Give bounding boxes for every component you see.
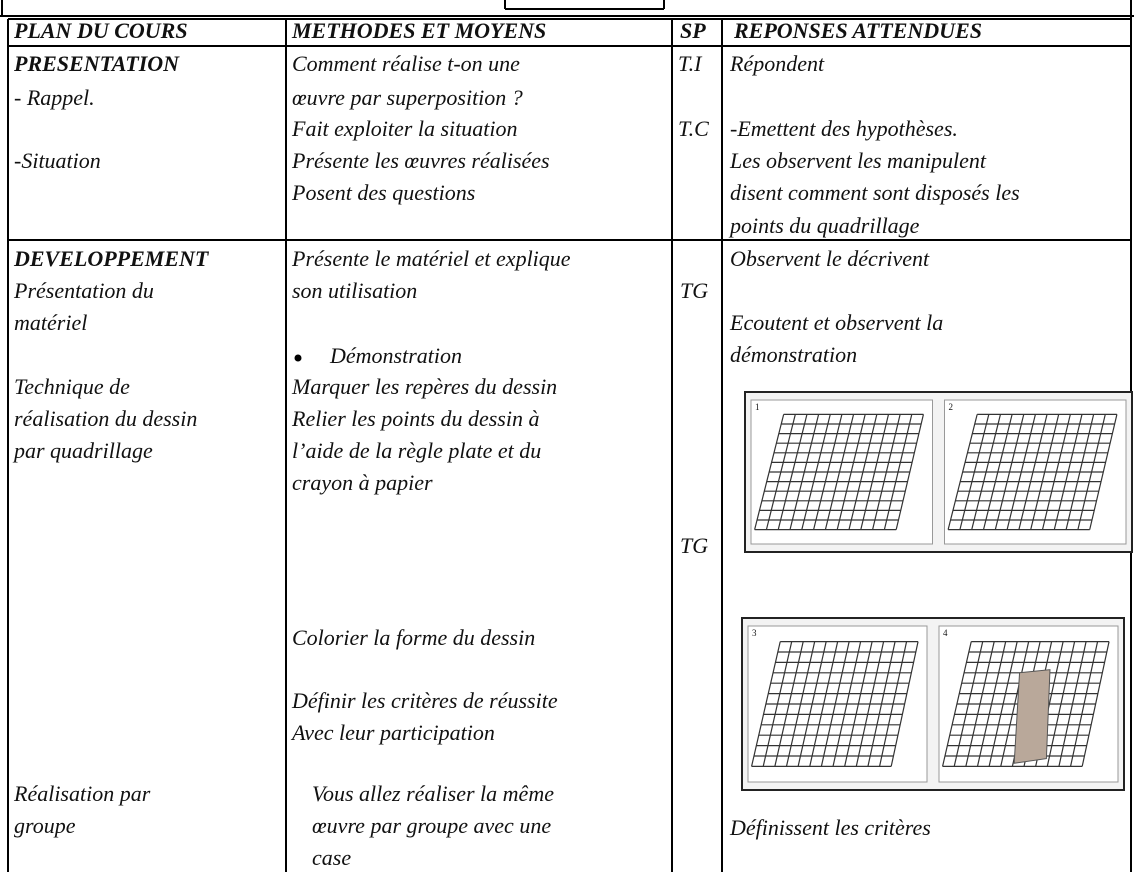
- cell-line: Présente les œuvres réalisées: [291, 148, 550, 173]
- cell-line: Fait exploiter la situation: [291, 116, 517, 141]
- cell-line: TG: [680, 533, 708, 558]
- grid-line: [878, 641, 908, 767]
- cell-line: DEVELOPPEMENT: [13, 246, 210, 271]
- cell-line: Observent le décrivent: [730, 246, 930, 271]
- grid-line: [1089, 414, 1118, 530]
- cell-line: par quadrillage: [12, 438, 153, 463]
- cell-line: Démonstration: [329, 343, 462, 368]
- cell-line: -Situation: [14, 148, 101, 173]
- cell-line: œuvre par superposition ?: [292, 85, 523, 110]
- cell-line: points du quadrillage: [728, 213, 920, 238]
- grid-line: [895, 414, 925, 530]
- cell-line: disent comment sont disposés les: [730, 180, 1020, 205]
- cell-line: groupe: [14, 813, 76, 838]
- header-cell: METHODES ET MOYENS: [291, 18, 546, 43]
- cell-line: Relier les points du dessin à: [291, 406, 539, 431]
- grid-line: [1077, 414, 1106, 530]
- panel-label: 1: [755, 402, 760, 412]
- grid-line: [883, 414, 913, 530]
- cell-line: l’aide de la règle plate et du: [292, 438, 541, 463]
- panel-label: 4: [943, 628, 948, 638]
- header-cell: PLAN DU COURS: [13, 18, 188, 43]
- cell-line: Définir les critères de réussite: [291, 688, 558, 713]
- panel-label: 3: [752, 628, 757, 638]
- cell-line: matériel: [14, 310, 87, 335]
- grid-line: [890, 641, 919, 767]
- header-cell: REPONSES ATTENDUES: [733, 18, 982, 43]
- cell-line: son utilisation: [292, 278, 417, 303]
- panel-label: 2: [949, 402, 954, 412]
- cell-line: TG: [680, 278, 708, 303]
- cell-line: T.C: [678, 116, 709, 141]
- grid: [947, 413, 1118, 531]
- cell-line: Avec leur participation: [290, 720, 495, 745]
- shape: [1013, 669, 1051, 764]
- cell-line: Définissent les critères: [729, 815, 931, 840]
- cell-line: case: [312, 845, 351, 870]
- header-cell: SP: [680, 18, 706, 43]
- cell-line: crayon à papier: [292, 470, 433, 495]
- cell-line: PRESENTATION: [13, 51, 180, 76]
- cell-line: T.I: [678, 51, 703, 76]
- cell-line: œuvre par groupe avec une: [312, 813, 551, 838]
- grid-line: [1081, 641, 1110, 767]
- cell-line: Présentation du: [13, 278, 154, 303]
- cell-line: Les observent les manipulent: [729, 148, 987, 173]
- bullet: [294, 354, 302, 362]
- grid: [754, 413, 925, 531]
- cell-line: réalisation du dessin: [14, 406, 197, 431]
- cell-line: Comment réalise t-on une: [292, 51, 520, 76]
- cell-line: Colorier la forme du dessin: [292, 625, 535, 650]
- cell-line: Technique de: [14, 374, 130, 399]
- cell-line: Marquer les repères du dessin: [291, 374, 557, 399]
- cell-line: Ecoutent et observent la: [729, 310, 943, 335]
- cell-line: Posent des questions: [291, 180, 475, 205]
- cell-line: - Rappel.: [14, 85, 95, 110]
- cell-line: Réalisation par: [13, 781, 151, 806]
- cell-line: Présente le matériel et explique: [291, 246, 571, 271]
- cell-line: Vous allez réaliser la même: [312, 781, 554, 806]
- cell-line: -Emettent des hypothèses.: [730, 116, 958, 141]
- grid: [750, 640, 919, 768]
- cell-line: Répondent: [729, 51, 825, 76]
- cell-line: démonstration: [730, 342, 857, 367]
- grid-line: [1069, 641, 1099, 767]
